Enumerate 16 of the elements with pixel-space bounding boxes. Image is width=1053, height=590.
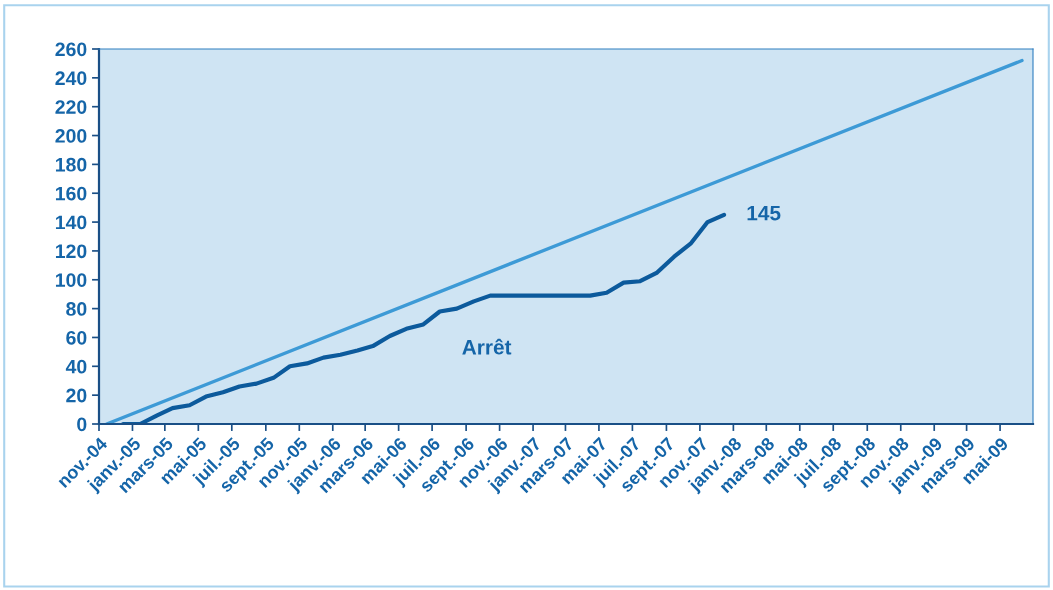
y-tick-label: 40 — [65, 359, 87, 374]
y-tick-label: 20 — [66, 388, 87, 403]
y-tick-label: 140 — [55, 215, 87, 230]
y-tick-label: 200 — [55, 129, 87, 143]
y-tick-label: 60 — [66, 330, 87, 345]
y-tick-label: 80 — [66, 302, 87, 316]
data-label: 145 — [747, 205, 781, 221]
y-tick-label: 180 — [55, 157, 87, 172]
y-tick-label: 240 — [55, 71, 87, 86]
y-tick-label: 120 — [55, 244, 87, 259]
y-tick-label: 220 — [55, 100, 87, 114]
y-tick-label: 100 — [55, 273, 87, 288]
y-tick-label: 160 — [55, 186, 87, 201]
y-tick-label: 0 — [77, 417, 87, 432]
y-tick-label: 260 — [55, 42, 87, 57]
annotation: Arrêt — [462, 338, 512, 355]
